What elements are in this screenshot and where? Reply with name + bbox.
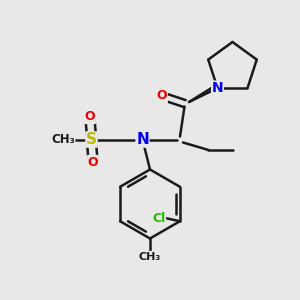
Text: N: N bbox=[136, 132, 149, 147]
Text: O: O bbox=[85, 110, 95, 124]
Text: Cl: Cl bbox=[152, 212, 166, 225]
Text: O: O bbox=[157, 89, 167, 103]
Text: CH₃: CH₃ bbox=[139, 251, 161, 262]
Text: O: O bbox=[88, 155, 98, 169]
Text: CH₃: CH₃ bbox=[51, 133, 75, 146]
Text: S: S bbox=[86, 132, 97, 147]
Text: N: N bbox=[212, 81, 223, 95]
